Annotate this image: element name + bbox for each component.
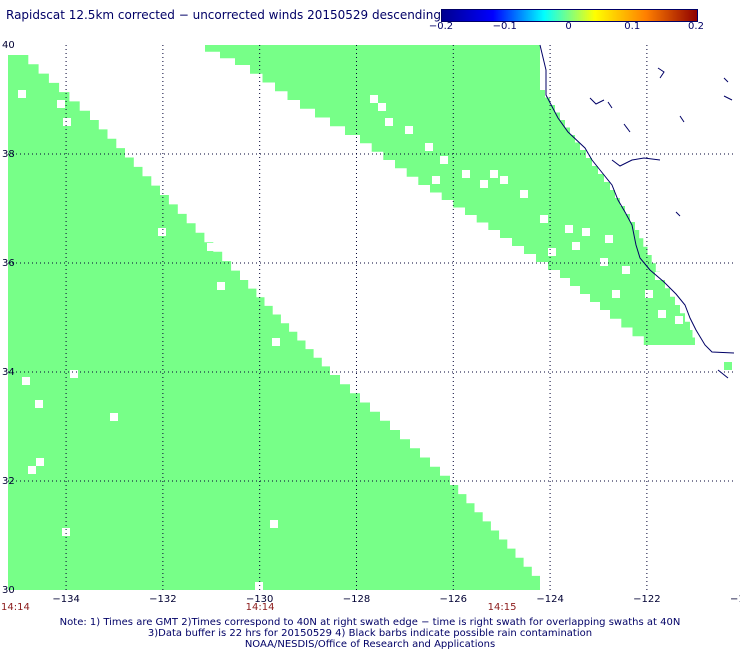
missing-cell <box>110 413 118 421</box>
note-line-2: 3)Data buffer is 22 hrs for 20150529 4) … <box>147 628 593 639</box>
graticule <box>8 45 734 590</box>
missing-cell <box>405 126 413 134</box>
swath-east <box>205 45 695 345</box>
missing-cell <box>217 282 225 290</box>
longitude-label: −130 <box>246 594 273 605</box>
longitude-label: −134 <box>52 594 79 605</box>
missing-cell <box>22 377 30 385</box>
coastline-segment <box>657 67 665 79</box>
longitude-label: −128 <box>343 594 370 605</box>
missing-cell <box>658 310 666 318</box>
missing-cell <box>605 235 613 243</box>
missing-cell <box>440 156 448 164</box>
missing-cell <box>35 400 43 408</box>
colorbar-tick-label: 0 <box>565 21 572 32</box>
missing-cell <box>255 582 263 590</box>
missing-cell <box>572 242 580 250</box>
missing-cell <box>425 143 433 151</box>
longitude-label: −124 <box>536 594 563 605</box>
swath-cell <box>724 362 732 370</box>
missing-cell <box>63 118 71 126</box>
missing-cell <box>622 266 630 274</box>
missing-cell <box>675 316 683 324</box>
missing-cell <box>548 248 556 256</box>
coastline-segment <box>679 115 685 123</box>
missing-cell <box>378 103 386 111</box>
latitude-label: 34 <box>2 367 15 378</box>
time-label: 14:15 <box>488 602 517 613</box>
coastline-segment <box>723 77 729 83</box>
missing-cell <box>70 370 78 378</box>
colorbar-tick-label: 0.2 <box>688 21 704 32</box>
colorbar-tick-label: −0.2 <box>428 21 454 32</box>
swath-layer <box>8 45 732 590</box>
note-line-1: Note: 1) Times are GMT 2)Times correspon… <box>59 617 681 628</box>
coastline-segment <box>611 157 661 167</box>
missing-cell <box>520 190 528 198</box>
latitude-label: 30 <box>2 585 15 596</box>
missing-cell <box>582 228 590 236</box>
missing-cell <box>480 180 488 188</box>
missing-cell <box>612 290 620 298</box>
coastline <box>539 44 735 379</box>
missing-cell <box>600 258 608 266</box>
latitude-label: 40 <box>2 40 15 51</box>
coastline-segment <box>607 101 613 109</box>
colorbar <box>441 9 698 22</box>
missing-cell <box>18 90 26 98</box>
latitude-label: 32 <box>2 476 15 487</box>
missing-cell <box>432 176 440 184</box>
missing-cell <box>207 243 215 251</box>
time-label: 14:14 <box>246 602 275 613</box>
longitude-label: −122 <box>633 594 660 605</box>
latitude-label: 38 <box>2 149 15 160</box>
colorbar-tick-label: 0.1 <box>624 21 641 32</box>
missing-cell <box>62 528 70 536</box>
missing-cell <box>272 338 280 346</box>
axis-labels: −134 −132 −130 −128 −126 −124 −122 −120 30 32 34 36… <box>1 40 740 613</box>
latitude-label: 36 <box>2 258 15 269</box>
coastline-path <box>539 44 735 354</box>
longitude-label: −120 <box>730 594 740 605</box>
map-title: Rapidscat 12.5km corrected − uncorrected… <box>6 8 441 22</box>
missing-cell <box>500 176 508 184</box>
missing-cell <box>490 170 498 178</box>
missing-cell <box>565 225 573 233</box>
colorbar-tick-label: −0.1 <box>492 21 517 32</box>
coastline-segment <box>623 123 631 133</box>
credit-line: NOAA/NESDIS/Office of Research and Appli… <box>244 639 496 650</box>
longitude-label: −132 <box>149 594 176 605</box>
coastline-segment <box>717 369 729 379</box>
missing-cell <box>370 95 378 103</box>
coastline-segment <box>589 97 605 105</box>
missing-cells <box>18 90 683 590</box>
missing-cell <box>270 520 278 528</box>
missing-cell <box>462 170 470 178</box>
coastline-segment <box>723 95 733 101</box>
swath-west <box>8 55 540 590</box>
missing-cell <box>645 290 653 298</box>
missing-cell <box>158 228 166 236</box>
longitude-label: −126 <box>440 594 467 605</box>
coastline-segment <box>675 211 681 217</box>
missing-cell <box>655 272 663 280</box>
missing-cell <box>57 100 65 108</box>
missing-cell <box>28 466 36 474</box>
missing-cell <box>540 215 548 223</box>
missing-cell <box>36 458 44 466</box>
time-label: 14:14 <box>1 602 30 613</box>
missing-cell <box>385 118 393 126</box>
